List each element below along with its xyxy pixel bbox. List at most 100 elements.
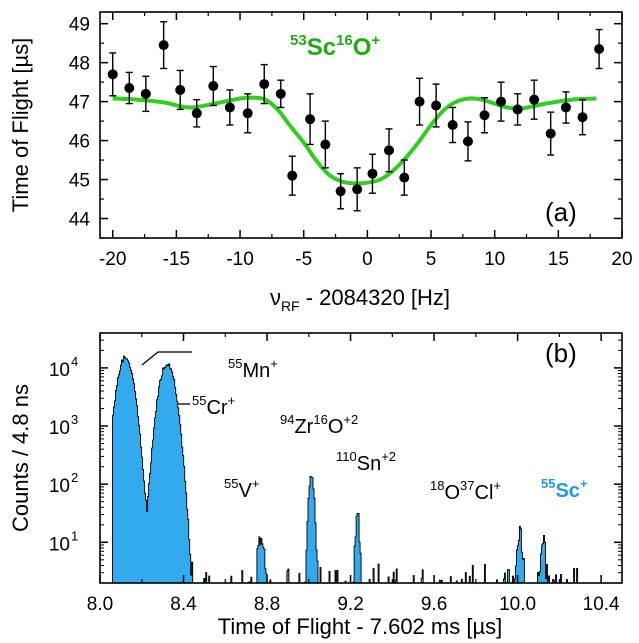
point-marker — [242, 108, 253, 119]
point-marker — [399, 172, 410, 183]
panel-b-label: (b) — [545, 338, 577, 368]
data-point — [529, 79, 540, 120]
panel-b-y-tick-label: 10 — [49, 360, 70, 381]
panel-a-x-tick-label: -15 — [163, 249, 190, 270]
point-marker — [124, 82, 135, 93]
data-point — [140, 75, 151, 113]
point-marker — [431, 100, 442, 111]
panel-a-x-tick-label: 5 — [426, 249, 437, 270]
point-marker — [352, 184, 363, 195]
panel-a-label: (a) — [545, 197, 577, 227]
data-point — [320, 120, 331, 169]
panel-b-peak-labels: 55Mn+ 55Cr+ 55V+ 94Zr16O+2 110Sn+2 18O37Cl+ 55… — [141, 351, 588, 504]
data-point — [479, 97, 490, 134]
point-marker — [577, 112, 588, 123]
point-marker — [512, 104, 523, 115]
peak-label: 18O37Cl+ — [430, 478, 501, 504]
point-marker — [259, 79, 270, 90]
point-marker — [367, 168, 378, 179]
panel-b-x-tick-label: 10.0 — [499, 594, 536, 615]
peak-label: 110Sn+2 — [336, 449, 396, 475]
data-point — [560, 91, 571, 124]
panel-a: -20 -15 -10 -5 0 5 10 15 20 44 45 46 47 48 49 νRF - 2… — [8, 11, 633, 314]
peak-label-leader — [141, 351, 192, 366]
data-point — [107, 52, 118, 97]
point-marker — [594, 44, 605, 55]
panel-b-x-tick-label: 9.2 — [337, 594, 363, 615]
point-marker — [462, 136, 473, 147]
peak-label: 94Zr16O+2 — [280, 412, 358, 438]
panel-b-y-tick-label: 10 — [49, 418, 70, 439]
point-marker — [335, 186, 346, 197]
panel-b-y-tick-exponent: 2 — [71, 470, 78, 485]
point-marker — [208, 81, 219, 92]
point-marker — [224, 102, 235, 113]
panel-b-x-axis: 8.0 8.4 8.8 9.2 9.6 10.0 10.4 — [87, 333, 620, 615]
panel-b-x-tick-label: 10.4 — [583, 594, 620, 615]
panel-a-x-axis: -20 -15 -10 -5 0 5 10 15 20 — [99, 12, 633, 270]
data-point — [447, 106, 458, 144]
panel-b-x-tick-label: 8.0 — [87, 594, 113, 615]
data-point — [259, 63, 270, 105]
point-marker — [158, 40, 169, 51]
point-marker — [275, 88, 286, 99]
point-marker — [529, 94, 540, 105]
panel-b-y-tick-label: 10 — [49, 534, 70, 555]
panel-b-spectrum — [112, 355, 592, 584]
fit-line — [112, 95, 597, 186]
panel-a-frame — [99, 11, 623, 239]
panel-b-y-tick-label: 10 — [49, 476, 70, 497]
data-point — [496, 81, 507, 122]
point-marker — [479, 110, 490, 121]
panel-b-frame — [99, 332, 623, 584]
panel-a-y-tick-label: 44 — [69, 210, 91, 231]
panel-b-y-axis-label: Counts / 4.8 ns — [8, 384, 33, 532]
data-point — [242, 93, 253, 134]
peak-label: 55Mn+ — [228, 356, 278, 382]
panel-a-x-tick-label: 10 — [484, 249, 505, 270]
data-point — [175, 69, 186, 111]
data-point — [224, 89, 235, 126]
panel-a-y-tick-label: 47 — [69, 93, 90, 114]
data-point — [594, 28, 605, 70]
panel-b-y-tick-exponent: 3 — [71, 412, 78, 427]
panel-a-data-points — [107, 21, 605, 212]
panel-a-x-tick-label: 20 — [611, 249, 632, 270]
point-marker — [560, 102, 571, 113]
data-point — [462, 121, 473, 162]
point-marker — [545, 128, 556, 139]
panel-b-x-tick-label: 8.8 — [254, 594, 280, 615]
panel-a-x-tick-label: 0 — [362, 249, 373, 270]
panel-a-y-tick-label: 45 — [69, 171, 90, 192]
point-marker — [140, 88, 151, 99]
panel-a-x-tick-label: -10 — [226, 249, 253, 270]
panel-b-y-tick-exponent: 4 — [71, 354, 78, 369]
data-point — [399, 159, 410, 196]
peak-label: 55Sc+ — [541, 476, 588, 502]
data-point — [352, 167, 363, 212]
data-point — [124, 71, 135, 105]
peak-label: 55V+ — [224, 476, 259, 502]
panel-a-y-tick-label: 46 — [69, 132, 90, 153]
data-point — [577, 98, 588, 136]
spectrum-histogram — [112, 355, 592, 584]
data-point — [431, 83, 442, 128]
data-point — [414, 77, 425, 126]
panel-b-y-tick-exponent: 1 — [71, 528, 78, 543]
data-point — [335, 173, 346, 210]
peak-label: 55Cr+ — [192, 393, 235, 419]
panel-a-x-tick-label: -5 — [295, 249, 312, 270]
panel-a-species-annotation: 53Sc16O+ — [290, 32, 380, 61]
panel-b-x-tick-label: 8.4 — [170, 594, 197, 615]
panel-a-x-tick-label: 15 — [548, 249, 569, 270]
data-point — [512, 93, 523, 126]
panel-a-y-axis-label: Time of Flight [µs] — [8, 38, 33, 212]
point-marker — [320, 139, 331, 150]
panel-a-y-axis: 44 45 46 47 48 49 — [69, 15, 622, 239]
data-point — [384, 128, 395, 173]
point-marker — [447, 120, 458, 130]
point-marker — [107, 69, 118, 80]
